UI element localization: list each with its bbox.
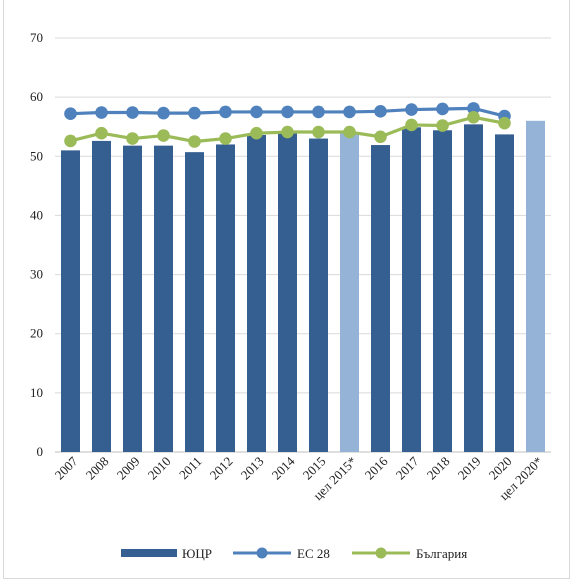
bar [464,124,483,452]
data-point [281,105,294,119]
bar [61,150,80,452]
bar [495,134,514,452]
x-tick-label: 2011 [176,454,205,483]
x-tick-label: 2009 [114,454,143,483]
y-tick-label: 50 [30,148,43,163]
data-point [219,105,232,119]
data-point [343,105,356,119]
data-point [498,116,511,130]
data-point [467,110,480,124]
data-point [467,102,480,115]
data-point [405,103,418,116]
data-point [405,118,418,132]
data-point [157,106,170,120]
data-point [312,105,325,119]
bar [154,145,173,452]
y-tick-label: 70 [30,30,43,45]
bar [216,144,235,452]
data-point [436,102,449,116]
data-point [436,119,449,132]
bar [185,152,204,452]
data-point [188,135,201,148]
legend-swatch-bar [121,549,177,557]
x-tick-label: 2017 [393,453,422,482]
x-tick-label: 2014 [269,453,298,482]
data-point [126,132,139,145]
data-point [219,132,232,145]
data-point [157,129,170,142]
bar [526,120,545,453]
y-tick-label: 60 [30,89,43,104]
data-point [64,134,77,148]
y-tick-label: 10 [30,385,43,400]
data-point [250,126,263,140]
bar [247,134,266,452]
bar [123,145,142,452]
data-point [374,105,387,118]
bar [309,138,328,453]
y-tick-label: 0 [37,444,44,459]
x-tick-label: 2019 [455,454,484,483]
data-point [95,126,108,140]
data-point [281,125,294,139]
x-tick-label: 2010 [145,454,174,483]
legend-swatch-marker [375,547,387,559]
y-tick-label: 20 [30,326,43,341]
y-tick-label: 30 [30,267,43,282]
x-tick-label: 2018 [424,454,453,483]
bar [92,140,111,452]
legend-swatch-marker [256,547,268,559]
x-tick-label: 2012 [207,454,236,483]
bar [402,127,421,452]
bar [340,132,359,452]
legend-label: България [416,546,467,561]
legend-label: ЕС 28 [297,546,330,561]
data-point [343,125,356,139]
data-point [95,106,108,119]
legend-label: ЮЦР [182,546,212,561]
x-tick-label: 2007 [52,453,81,482]
data-point [312,125,325,139]
x-tick-label: 2013 [238,454,267,483]
bar [371,145,390,452]
data-point [188,106,201,120]
data-point [250,105,263,119]
y-tick-label: 40 [30,207,43,222]
x-tick-label: 2016 [362,453,391,482]
data-point [64,107,77,121]
x-tick-label: 2008 [83,454,112,483]
bar [433,130,452,452]
bar [278,133,297,452]
data-point [126,106,139,119]
data-point [374,130,387,144]
